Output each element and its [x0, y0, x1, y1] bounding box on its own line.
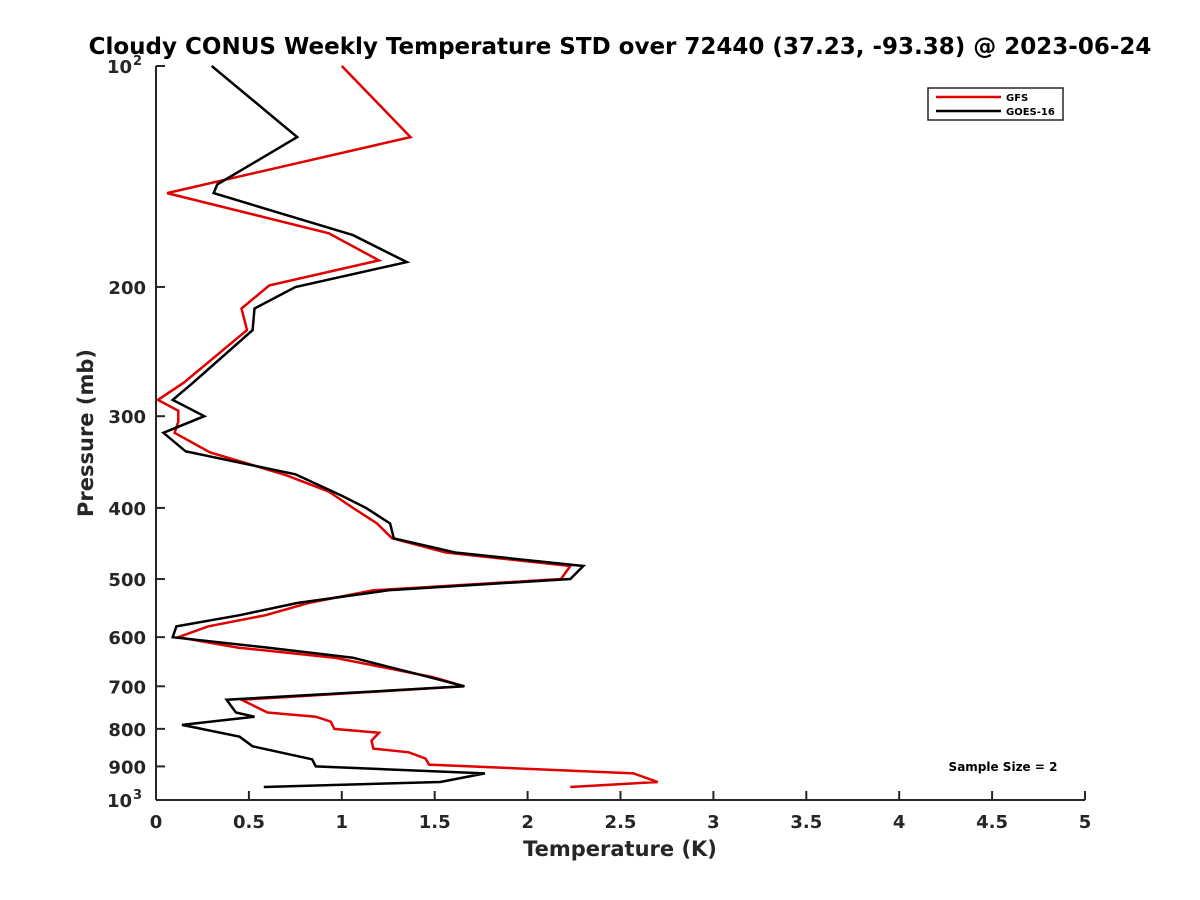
legend-box	[927, 87, 1064, 121]
y-tick-label-base: 10	[107, 57, 132, 78]
x-tick-label: 4.5	[976, 812, 1008, 833]
x-tick-label: 1	[336, 812, 349, 833]
x-tick-label: 2	[521, 812, 534, 833]
y-tick-label: 700	[108, 677, 146, 698]
series-line-goes-16	[160, 65, 587, 789]
y-tick-label-base: 10	[107, 791, 132, 812]
x-tick-label: 4	[893, 812, 906, 833]
series-line-gfs	[155, 65, 659, 789]
y-tick-label: 200	[108, 278, 146, 299]
x-tick-label: 1.5	[419, 812, 451, 833]
x-tick-label: 3.5	[790, 812, 822, 833]
series-layer	[155, 65, 659, 789]
x-tick-label: 5	[1079, 812, 1092, 833]
x-tick-label: 3	[707, 812, 720, 833]
y-tick-label: 900	[108, 757, 146, 778]
y-tick-label: 400	[108, 499, 146, 520]
x-axis-label: Temperature (K)	[523, 837, 717, 861]
y-tick-label: 800	[108, 720, 146, 741]
x-tick-label: 0.5	[233, 812, 265, 833]
legend: GFS GOES-16	[927, 87, 1064, 121]
sample-size-annotation: Sample Size = 2	[949, 760, 1058, 774]
y-axis-label: Pressure (mb)	[74, 349, 98, 517]
y-tick-label: 600	[108, 628, 146, 649]
axes-layer: 0 0.5 1 1.5 2 2.5 3 3.5 4 4.5 510 22003004005006007…	[107, 54, 1091, 833]
x-tick-label: 0	[150, 812, 163, 833]
y-tick-label: 300	[108, 407, 146, 428]
x-tick-label: 2.5	[605, 812, 637, 833]
y-tick-label-exponent: 2	[133, 54, 142, 69]
legend-label: GOES-16	[1006, 107, 1055, 118]
y-tick-label: 500	[108, 570, 146, 591]
y-tick-label-exponent: 3	[133, 788, 142, 803]
legend-label: GFS	[1006, 93, 1028, 104]
chart-title: Cloudy CONUS Weekly Temperature STD over…	[89, 34, 1152, 60]
